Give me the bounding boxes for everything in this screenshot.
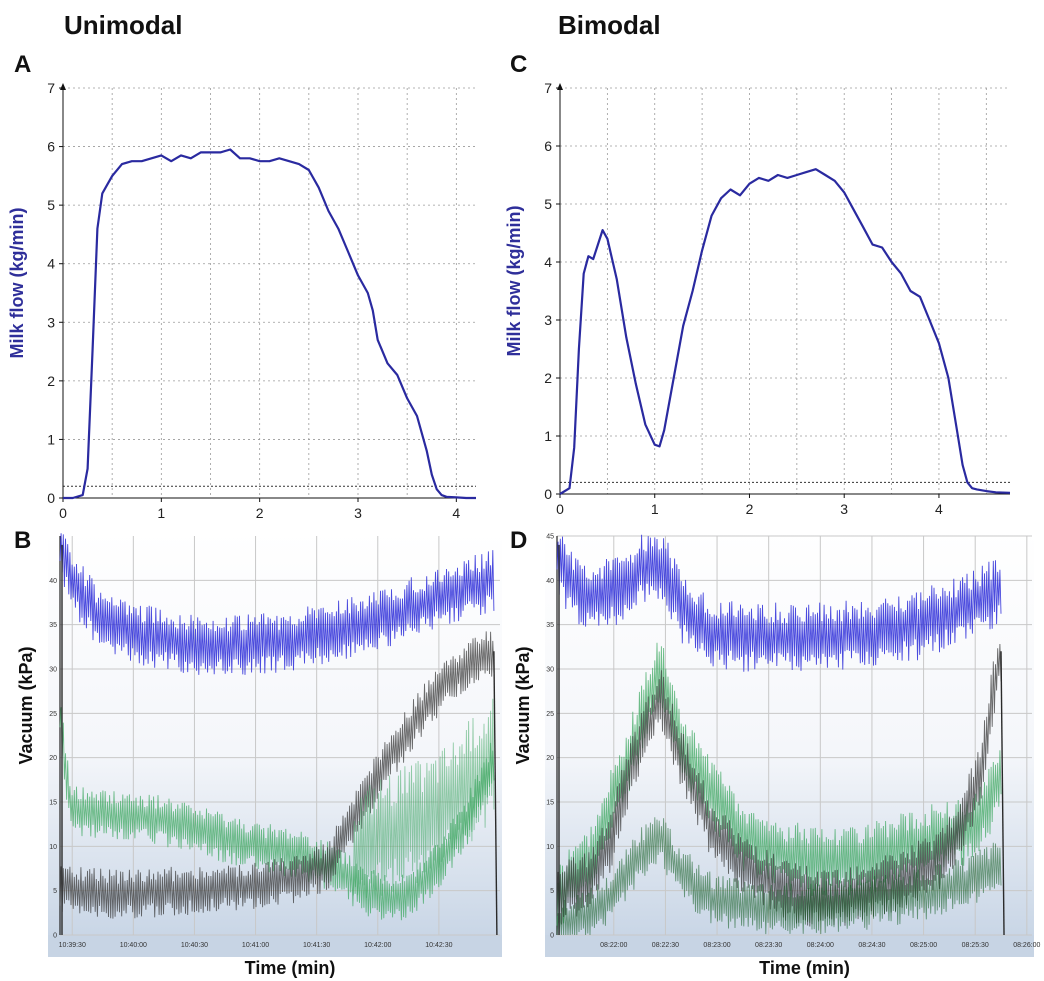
panel-b-vacuum-chart: 0 5 10 15 20 25 30 35 40 10:39:30 10:40:00 10:40:30… bbox=[16, 532, 502, 978]
x-tick-label: 08:26:00 bbox=[1013, 942, 1040, 949]
x-tick-label: 1 bbox=[651, 501, 659, 517]
y-tick-label: 35 bbox=[49, 622, 57, 629]
panel-letter-a: A bbox=[14, 51, 31, 78]
x-tick-label: 08:23:00 bbox=[703, 942, 730, 949]
panel-d-vacuum-chart: 0 5 10 15 20 25 30 35 40 45 08:22:00 08:22:30 08:23:… bbox=[513, 532, 1041, 978]
x-tick-label: 08:24:30 bbox=[858, 942, 885, 949]
x-tick-label: 08:24:00 bbox=[807, 942, 834, 949]
y-tick-label: 7 bbox=[47, 80, 55, 96]
y-tick-label: 40 bbox=[49, 578, 57, 585]
x-tick-label: 08:25:00 bbox=[910, 942, 937, 949]
x-tick-label: 3 bbox=[840, 501, 848, 517]
y-tick-label: 35 bbox=[546, 622, 554, 629]
y-tick-label: 2 bbox=[544, 370, 552, 386]
y-axis-label: Milk flow (kg/min) bbox=[504, 205, 524, 356]
y-tick-label: 3 bbox=[544, 312, 552, 328]
y-tick-label: 30 bbox=[546, 667, 554, 674]
y-axis-arrow bbox=[60, 83, 66, 90]
y-tick-label: 0 bbox=[47, 490, 55, 506]
y-tick-label: 5 bbox=[550, 888, 554, 895]
panel-a-milk-flow-chart: 0 1 2 3 4 5 6 7 0 1 2 3 4 Milk flow (kg/min) bbox=[7, 80, 476, 521]
y-tick-label: 5 bbox=[47, 197, 55, 213]
y-tick-label: 7 bbox=[544, 80, 552, 96]
x-tick-label: 4 bbox=[935, 501, 943, 517]
y-tick-label: 3 bbox=[47, 314, 55, 330]
y-tick-label: 15 bbox=[546, 800, 554, 807]
vacuum-trace-dark bbox=[556, 643, 1002, 927]
y-tick-label: 45 bbox=[546, 534, 554, 541]
end-drop bbox=[493, 651, 498, 936]
milk-flow-line bbox=[63, 148, 476, 500]
y-tick-label: 20 bbox=[49, 755, 57, 762]
y-tick-label: 6 bbox=[544, 138, 552, 154]
x-tick-label: 10:42:00 bbox=[364, 942, 391, 949]
y-tick-label: 25 bbox=[546, 711, 554, 718]
x-tick-label: 10:40:00 bbox=[120, 942, 147, 949]
x-tick-label: 10:39:30 bbox=[59, 942, 86, 949]
vacuum-trace-blue bbox=[59, 533, 495, 675]
x-tick-label: 3 bbox=[354, 505, 362, 521]
column-title-bimodal: Bimodal bbox=[558, 10, 661, 40]
x-tick-label: 10:42:30 bbox=[425, 942, 452, 949]
x-tick-label: 1 bbox=[157, 505, 165, 521]
time-axis-band bbox=[48, 935, 502, 957]
y-tick-label: 1 bbox=[544, 428, 552, 444]
vacuum-trace-light-green bbox=[352, 698, 495, 898]
y-axis-label: Vacuum (kPa) bbox=[16, 646, 36, 764]
x-tick-label: 4 bbox=[452, 505, 460, 521]
y-axis-label: Vacuum (kPa) bbox=[513, 646, 533, 764]
y-axis-label: Milk flow (kg/min) bbox=[7, 207, 27, 358]
y-tick-label: 40 bbox=[546, 578, 554, 585]
y-tick-label: 1 bbox=[47, 431, 55, 447]
x-tick-label: 10:40:30 bbox=[181, 942, 208, 949]
y-tick-label: 15 bbox=[49, 800, 57, 807]
y-tick-label: 0 bbox=[550, 933, 554, 940]
milk-flow-line bbox=[559, 168, 1011, 495]
y-tick-label: 6 bbox=[47, 139, 55, 155]
x-tick-label: 10:41:00 bbox=[242, 942, 269, 949]
vacuum-trace-blue bbox=[556, 534, 1002, 672]
x-tick-label: 10:41:30 bbox=[303, 942, 330, 949]
vacuum-trace-green bbox=[59, 707, 495, 921]
y-tick-label: 5 bbox=[53, 888, 57, 895]
panel-letter-c: C bbox=[510, 51, 527, 78]
x-tick-label: 0 bbox=[59, 505, 67, 521]
x-tick-label: 2 bbox=[256, 505, 264, 521]
y-tick-label: 10 bbox=[546, 844, 554, 851]
x-tick-label: 08:25:30 bbox=[962, 942, 989, 949]
y-tick-label: 0 bbox=[53, 933, 57, 940]
y-axis-arrow bbox=[557, 83, 563, 90]
y-tick-label: 20 bbox=[546, 755, 554, 762]
panel-letter-d: D bbox=[510, 527, 527, 554]
vacuum-trace-light-green bbox=[556, 817, 1002, 936]
column-title-unimodal: Unimodal bbox=[64, 10, 182, 40]
y-tick-label: 5 bbox=[544, 196, 552, 212]
y-tick-label: 10 bbox=[49, 844, 57, 851]
x-tick-label: 08:23:30 bbox=[755, 942, 782, 949]
vacuum-trace-dark bbox=[59, 631, 495, 919]
time-axis-band bbox=[545, 935, 1034, 957]
x-tick-label: 2 bbox=[746, 501, 754, 517]
y-tick-label: 0 bbox=[544, 486, 552, 502]
y-tick-label: 30 bbox=[49, 667, 57, 674]
panel-letter-b: B bbox=[14, 527, 31, 554]
panel-c-milk-flow-chart: 0 1 2 3 4 5 6 7 0 1 2 3 4 Milk flow (kg/min) bbox=[504, 80, 1011, 517]
end-drop bbox=[1000, 651, 1005, 936]
x-tick-label: 08:22:00 bbox=[600, 942, 627, 949]
y-tick-label: 25 bbox=[49, 711, 57, 718]
x-tick-label: 08:22:30 bbox=[652, 942, 679, 949]
x-axis-label: Time (min) bbox=[759, 958, 850, 978]
x-tick-label: 0 bbox=[556, 501, 564, 517]
y-tick-label: 4 bbox=[544, 254, 552, 270]
x-axis-label: Time (min) bbox=[245, 958, 336, 978]
y-tick-label: 4 bbox=[47, 256, 55, 272]
y-tick-label: 2 bbox=[47, 373, 55, 389]
